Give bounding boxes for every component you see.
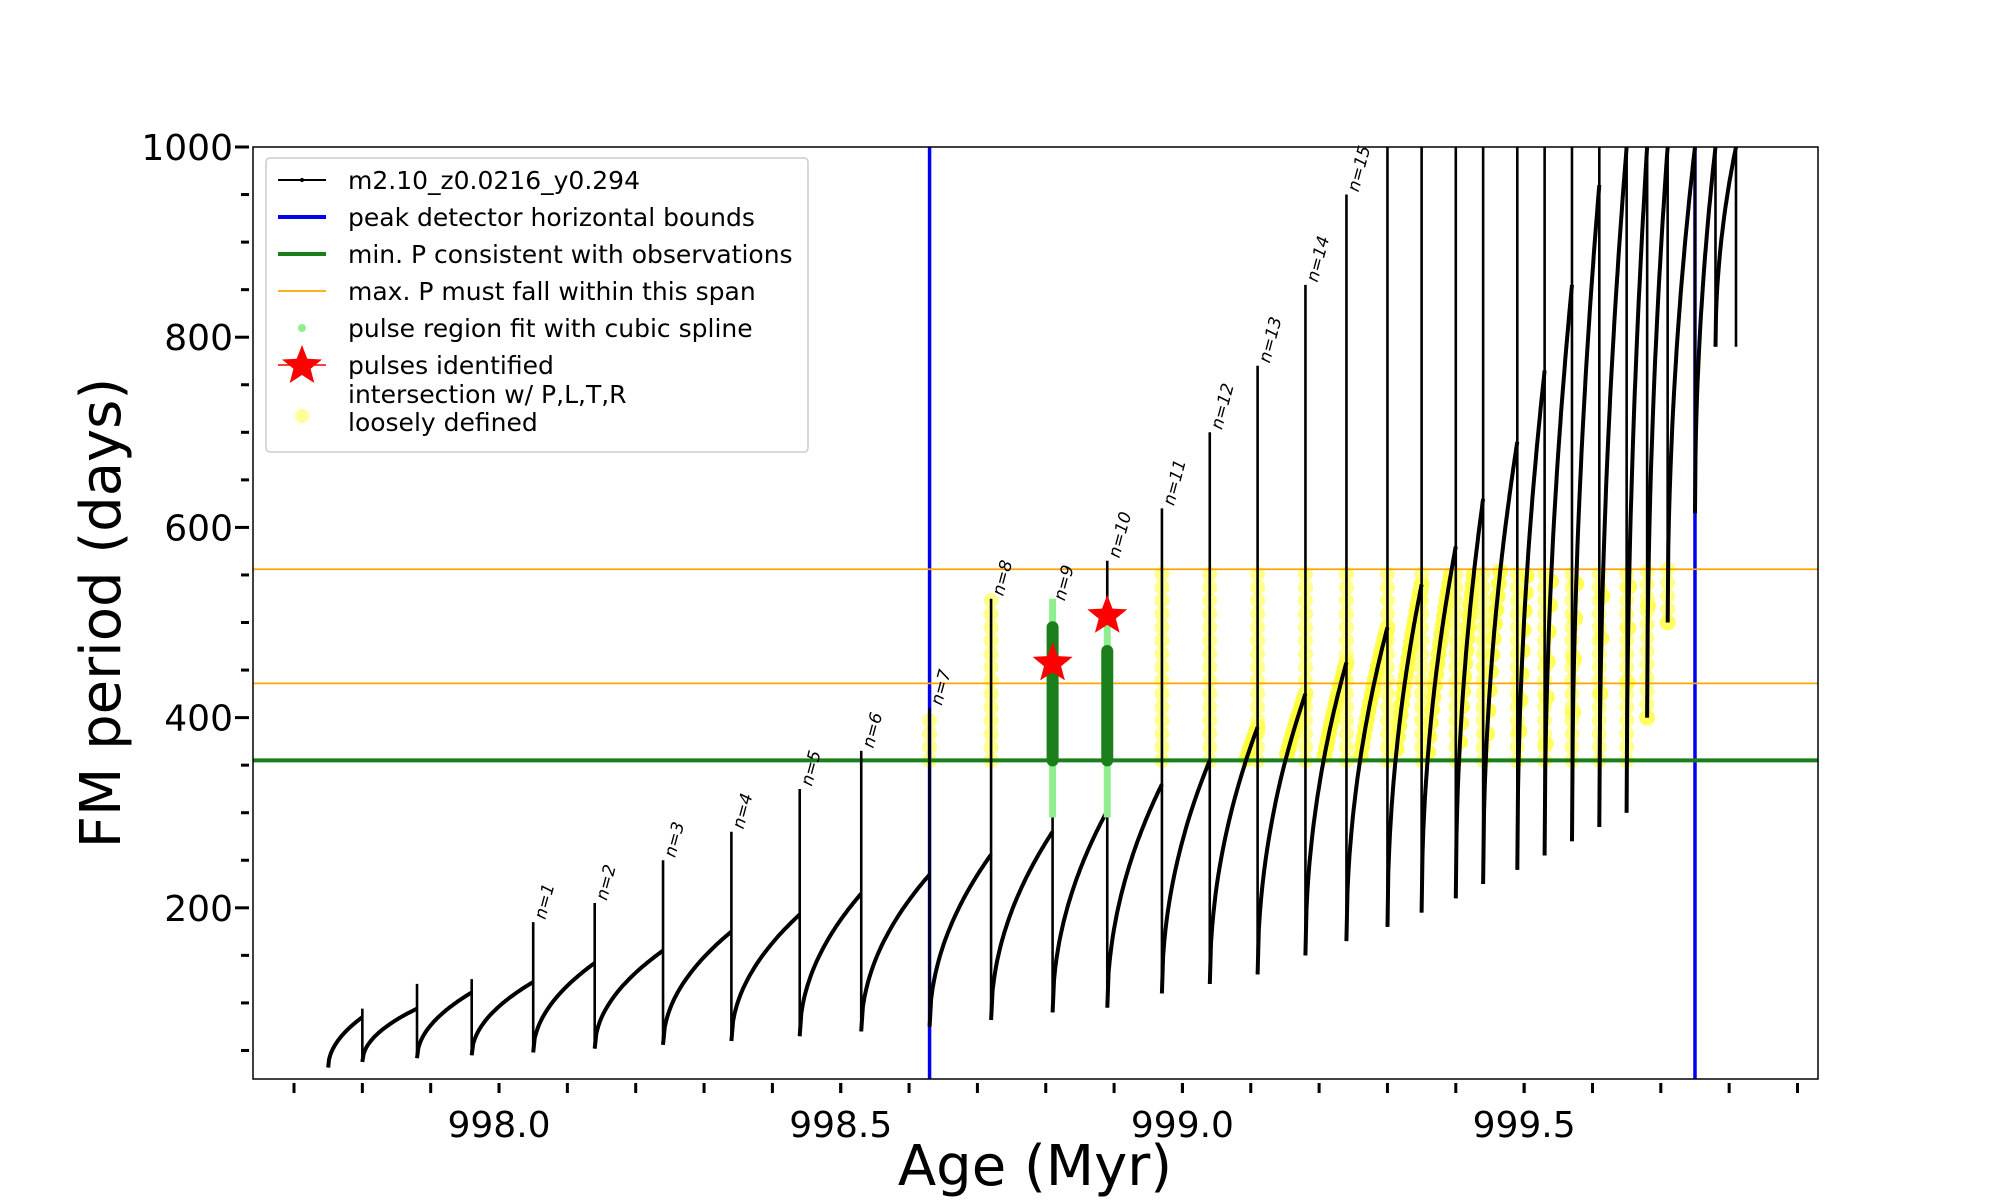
y-tick-label: 600 (164, 508, 233, 549)
y-tick-label: 200 (164, 889, 233, 930)
legend-marker (282, 345, 322, 383)
curve-segment (859, 873, 932, 1032)
x-tick-label: 999.0 (1131, 1105, 1234, 1146)
curve-segment (1645, 147, 1670, 718)
legend-frame (265, 157, 809, 453)
legend-marker (298, 324, 306, 332)
legend-label: peak detector horizontal bounds (348, 203, 755, 232)
curve-segment (1597, 147, 1629, 828)
intersection-markers (922, 561, 1676, 768)
curve-segment (1453, 498, 1486, 899)
plot-layer (253, 147, 1818, 1079)
x-tick-label: 998.0 (447, 1105, 550, 1146)
curve-segment (1050, 809, 1110, 1013)
x-tick-label: 998.5 (789, 1105, 892, 1146)
pulse-stars (1032, 594, 1128, 681)
curve-segment (1105, 783, 1164, 1008)
legend-label: pulse region fit with cubic spline (348, 314, 753, 343)
curve-segment (797, 892, 863, 1037)
curve-segment (1570, 184, 1602, 842)
curve-segment (1515, 370, 1547, 870)
curve-segment (989, 830, 1055, 1021)
y-tick-label: 400 (164, 699, 233, 740)
curve-segment (1665, 147, 1697, 623)
curve-segment (1344, 626, 1390, 942)
pulse-label: n=12 (1207, 381, 1238, 431)
pulse-label: n=10 (1105, 510, 1136, 560)
y-axis-title: FM period (days) (69, 378, 134, 848)
axes: 998.0 998.5 999.0 999.5 200 400 600 800 1000 (141, 128, 1799, 1146)
legend-label: min. P consistent with observations (348, 240, 793, 269)
curve-segment (1255, 693, 1308, 975)
x-axis-title: Age (Myr) (898, 1134, 1172, 1199)
curve-segment (469, 980, 535, 1056)
curve-segment (1303, 661, 1349, 956)
pulse-star (1087, 594, 1128, 633)
curve-segment (592, 948, 665, 1049)
pulse-label: n=4 (729, 791, 758, 831)
pulse-label: n=5 (797, 748, 826, 788)
pulse-label: n=1 (531, 882, 560, 922)
spline-fits (1046, 598, 1114, 818)
pulse-label: n=15 (1344, 144, 1375, 194)
curve-segment (729, 913, 802, 1042)
pulse-label: n=3 (661, 820, 690, 860)
pulse-label: n=14 (1303, 234, 1334, 284)
curve-segment (1693, 147, 1718, 514)
curve-segment (927, 853, 993, 1027)
curve-segment (1542, 284, 1574, 856)
curve-segment (1713, 147, 1738, 347)
curve-segment (1419, 546, 1458, 913)
curve-segment (1207, 726, 1260, 984)
legend-label: intersection w/ P,L,T,R loosely defined (348, 380, 627, 437)
pulse-label: n=13 (1255, 315, 1286, 365)
pulse-star (1032, 642, 1073, 681)
pulse-label: n=11 (1159, 457, 1190, 507)
curve-segment (661, 930, 733, 1046)
plot-frame (252, 146, 1819, 1080)
pulse-label: n=8 (989, 558, 1018, 598)
x-tick-label: 999.5 (1473, 1105, 1576, 1146)
curve-segment (531, 961, 596, 1053)
y-tick-label: 800 (164, 318, 233, 359)
curve-segment (326, 1015, 364, 1068)
curve-segment (415, 990, 473, 1059)
pulse-label: n=2 (592, 863, 621, 903)
legend-label: max. P must fall within this span (348, 277, 756, 306)
y-tick-label: 1000 (141, 128, 233, 169)
period-curve (326, 147, 1738, 1068)
curve-segment (1624, 147, 1650, 813)
pulse-label: n=6 (859, 710, 888, 750)
legend-label: m2.10_z0.0216_y0.294 (348, 166, 640, 195)
legend-marker (295, 409, 309, 423)
curve-segment (360, 1006, 418, 1063)
curve-segment (1159, 759, 1212, 994)
pulse-label: n=7 (927, 667, 956, 707)
legend-label: pulses identified (348, 351, 554, 380)
legend-marker (300, 178, 304, 182)
curve-segment (1385, 584, 1424, 927)
curve-segment (1481, 441, 1520, 885)
